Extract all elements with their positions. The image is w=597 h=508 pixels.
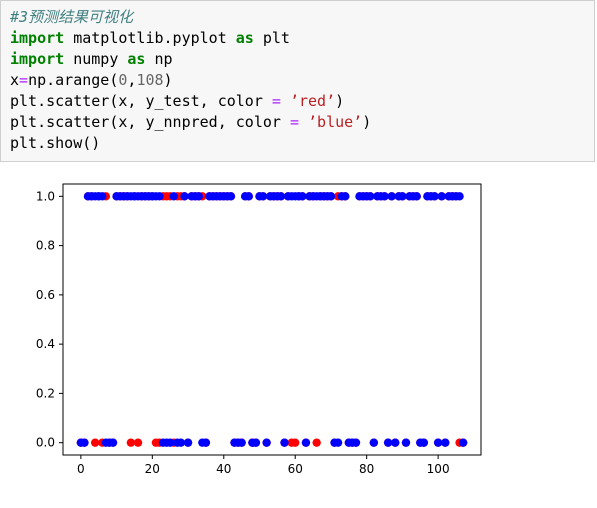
x-tick-label: 60 <box>288 462 303 476</box>
point-test <box>126 438 136 447</box>
y-tick-label: 1.0 <box>36 189 55 203</box>
point-pred <box>155 192 164 201</box>
scatter-chart: 0 20 40 60 80 100 0.0 0.2 0.4 0.6 0.8 1.0 <box>36 183 482 476</box>
point-pred <box>226 192 236 201</box>
point-test <box>312 438 321 447</box>
plot-frame <box>62 183 482 456</box>
point-pred <box>387 192 396 201</box>
point-pred <box>98 192 107 201</box>
point-test <box>90 438 100 447</box>
point-pred <box>237 438 246 447</box>
y-tick-label: 0.2 <box>36 386 55 400</box>
point-pred <box>437 192 446 201</box>
point-pred <box>165 438 175 447</box>
code-line-scatter-pred: plt.scatter(x, y_nnpred, color = ’blue’) <box>10 113 372 131</box>
code-line-import-numpy: import numpy as np <box>10 50 173 68</box>
point-pred <box>301 438 311 447</box>
point-pred <box>441 438 450 447</box>
point-pred <box>251 438 261 447</box>
point-test <box>291 438 300 447</box>
point-pred <box>458 438 468 447</box>
point-pred <box>341 192 350 201</box>
code-editor[interactable]: #3预测结果可视化 import matplotlib.pyplot as pl… <box>10 7 371 154</box>
point-pred <box>176 438 186 447</box>
point-test <box>133 438 143 447</box>
x-tick-label: 20 <box>145 462 160 476</box>
point-pred <box>201 438 211 447</box>
cell-output: 0 20 40 60 80 100 0.0 0.2 0.4 0.6 0.8 1.0 <box>0 172 597 504</box>
point-pred <box>183 438 193 447</box>
point-pred <box>333 438 343 447</box>
point-pred <box>80 438 89 447</box>
code-line-scatter-test: plt.scatter(x, y_test, color = ’red’) <box>10 92 345 110</box>
code-line-import-matplotlib: import matplotlib.pyplot as plt <box>10 29 290 47</box>
code-line-arange: x=np.arange(0,108) <box>10 71 173 89</box>
code-comment: #3预测结果可视化 <box>10 8 134 26</box>
code-line-show: plt.show() <box>10 134 101 152</box>
point-pred <box>262 438 271 447</box>
point-pred <box>369 438 379 447</box>
point-pred <box>194 192 203 201</box>
point-pred <box>169 192 178 201</box>
point-pred <box>433 438 443 447</box>
code-cell[interactable]: #3预测结果可视化 import matplotlib.pyplot as pl… <box>0 0 595 162</box>
point-pred <box>419 438 429 447</box>
point-pred <box>351 438 361 447</box>
point-pred <box>455 192 464 201</box>
y-tick-label: 0.4 <box>36 337 55 351</box>
point-pred <box>244 192 253 201</box>
point-pred <box>430 192 439 201</box>
point-pred <box>326 192 336 201</box>
y-tick-label: 0.6 <box>36 288 55 302</box>
point-pred <box>180 192 189 201</box>
point-pred <box>391 438 400 447</box>
point-pred <box>280 438 289 447</box>
x-tick-label: 40 <box>216 462 231 476</box>
x-tick-label: 0 <box>77 462 85 476</box>
point-pred <box>401 438 411 447</box>
point-pred <box>366 192 375 201</box>
point-pred <box>380 192 389 201</box>
x-tick-label: 80 <box>359 462 374 476</box>
y-tick-label: 0.0 <box>36 436 55 450</box>
point-pred <box>383 438 393 447</box>
point-pred <box>258 192 268 201</box>
y-tick-label: 0.8 <box>36 239 55 253</box>
point-pred <box>298 192 307 201</box>
point-pred <box>108 438 118 447</box>
point-pred <box>398 192 407 201</box>
x-tick-label: 100 <box>427 462 450 476</box>
point-pred <box>412 192 421 201</box>
point-pred <box>276 192 286 201</box>
